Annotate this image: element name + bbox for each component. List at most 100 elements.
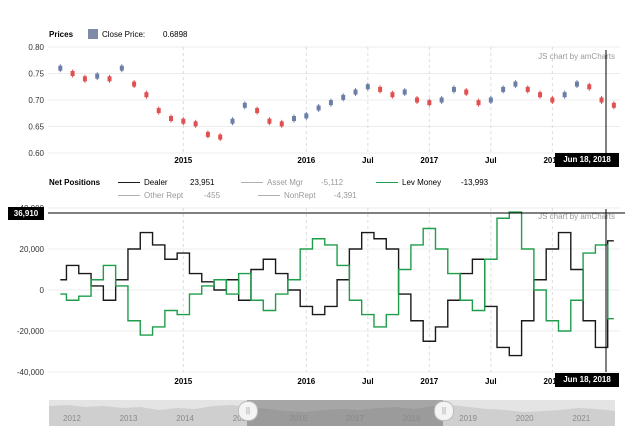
candle-body bbox=[316, 105, 321, 111]
positions-credit[interactable]: JS chart by amCharts bbox=[538, 212, 615, 221]
positions-cursor-value: 36,910 bbox=[8, 207, 44, 220]
candle-body bbox=[156, 108, 161, 114]
legend-dealer-value: 23,951 bbox=[190, 178, 215, 187]
close-price-value: 0.6898 bbox=[163, 30, 188, 39]
y-tick-label: 0.60 bbox=[28, 149, 44, 158]
candle-body bbox=[513, 81, 518, 87]
legend-asset-mgr-marker[interactable] bbox=[241, 182, 263, 183]
candle-body bbox=[451, 86, 456, 92]
navigator-year: 2012 bbox=[63, 414, 81, 423]
navigator-right-grip[interactable]: || bbox=[434, 401, 454, 421]
candle-body bbox=[181, 118, 186, 124]
candle-body bbox=[488, 97, 493, 103]
legend-other-rept-value: -455 bbox=[204, 191, 221, 200]
positions-chart[interactable]: JS chart by amCharts 40,00020,0000-20,00… bbox=[0, 204, 625, 376]
x-tick-label: 2018 bbox=[543, 377, 562, 386]
legend-lev-money-label[interactable]: Lev Money bbox=[402, 178, 442, 187]
candle-body bbox=[205, 131, 210, 137]
x-tick-label: 2016 bbox=[297, 377, 316, 386]
navigator-year: 2017 bbox=[346, 414, 364, 423]
navigator-right-grip-label: || bbox=[441, 406, 447, 415]
candle-body bbox=[574, 81, 579, 87]
candle-body bbox=[230, 118, 235, 124]
x-tick-label: Jul bbox=[362, 377, 374, 386]
navigator-year: 2016 bbox=[289, 414, 308, 423]
legend-nonrept-marker[interactable] bbox=[258, 195, 280, 196]
y-tick-label: 20,000 bbox=[20, 245, 45, 254]
candle-body bbox=[550, 97, 555, 103]
candle-body bbox=[292, 116, 297, 122]
y-tick-label: 0.70 bbox=[28, 96, 44, 105]
candle-body bbox=[390, 92, 395, 98]
prices-cursor-date: Jun 18, 2018 bbox=[555, 153, 619, 167]
candle-body bbox=[242, 102, 247, 108]
candle-body bbox=[70, 71, 75, 76]
prices-credit[interactable]: JS chart by amCharts bbox=[538, 52, 615, 61]
candle-body bbox=[304, 113, 309, 119]
close-price-swatch[interactable] bbox=[88, 29, 98, 39]
candle-body bbox=[119, 65, 124, 71]
navigator-left-grip[interactable]: || bbox=[238, 401, 258, 421]
candle-body bbox=[476, 100, 481, 106]
candle-body bbox=[328, 100, 333, 106]
navigator-year: 2019 bbox=[459, 414, 477, 423]
positions-legend: Net Positions Dealer 23,951 Asset Mgr -5… bbox=[38, 178, 598, 204]
navigator[interactable]: 2012201320142015201620172018201920202021 bbox=[49, 400, 615, 426]
candle-body bbox=[95, 73, 100, 79]
series-line-dealer bbox=[60, 231, 614, 357]
prices-grid bbox=[48, 46, 620, 154]
close-price-label[interactable]: Close Price: bbox=[102, 30, 146, 39]
candle-body bbox=[378, 86, 383, 92]
legend-asset-mgr-value: -5,112 bbox=[321, 178, 344, 187]
positions-cursor-value-text: 36,910 bbox=[13, 209, 39, 218]
legend-lev-money-value: -13,993 bbox=[461, 178, 489, 187]
candle-body bbox=[464, 89, 469, 95]
legend-dealer-label[interactable]: Dealer bbox=[144, 178, 168, 187]
navigator-year: 2021 bbox=[572, 414, 591, 423]
candle-body bbox=[144, 92, 149, 98]
candle-body bbox=[267, 118, 272, 124]
legend-other-rept-label[interactable]: Other Rept bbox=[144, 191, 184, 200]
y-tick-label: -20,000 bbox=[17, 327, 45, 336]
prices-cursor-date-text: Jun 18, 2018 bbox=[563, 155, 611, 164]
x-tick-label: 2017 bbox=[420, 377, 439, 386]
prices-chart[interactable]: JS chart by amCharts 0.80 0.75 0.70 0.65 0.6… bbox=[0, 40, 625, 175]
x-tick-label: 2016 bbox=[297, 156, 316, 165]
candle-body bbox=[501, 86, 506, 92]
legend-other-rept-marker[interactable] bbox=[118, 195, 140, 196]
x-tick-label: 2015 bbox=[174, 377, 193, 386]
navigator-selection[interactable] bbox=[247, 400, 443, 426]
candle-body bbox=[255, 108, 260, 114]
candle-body bbox=[439, 97, 444, 103]
prices-series bbox=[58, 64, 616, 142]
x-tick-label: Jul bbox=[362, 156, 374, 165]
candle-body bbox=[611, 102, 616, 108]
navigator-left-grip-label: || bbox=[245, 406, 251, 415]
navigator-year: 2018 bbox=[402, 414, 421, 423]
candle-body bbox=[525, 86, 530, 92]
prices-title: Prices bbox=[49, 30, 74, 39]
candle-body bbox=[82, 76, 87, 82]
navigator-year-labels: 2012201320142015201620172018201920202021 bbox=[49, 414, 615, 426]
candle-body bbox=[169, 116, 174, 122]
candle-body bbox=[415, 97, 420, 103]
legend-nonrept-label[interactable]: NonRept bbox=[284, 191, 316, 200]
x-tick-label: Jul bbox=[485, 156, 497, 165]
series-line-lev-money bbox=[60, 211, 614, 336]
candle-body bbox=[341, 94, 346, 100]
legend-asset-mgr-label[interactable]: Asset Mgr bbox=[267, 178, 304, 187]
y-tick-label: 0.75 bbox=[28, 70, 44, 79]
y-tick-label: -40,000 bbox=[17, 368, 45, 376]
x-tick-label: 2018 bbox=[543, 156, 562, 165]
candle-body bbox=[402, 89, 407, 95]
positions-title: Net Positions bbox=[49, 178, 101, 187]
legend-dealer-marker[interactable] bbox=[118, 182, 140, 183]
y-tick-label: 0 bbox=[40, 286, 45, 295]
y-tick-label: 0.80 bbox=[28, 43, 44, 52]
positions-cursor-date: Jun 18, 2018 bbox=[555, 373, 619, 387]
legend-lev-money-marker[interactable] bbox=[376, 182, 398, 183]
x-tick-label: 2017 bbox=[420, 156, 439, 165]
candle-body bbox=[587, 84, 592, 90]
candle-body bbox=[58, 65, 63, 71]
x-tick-label: Jul bbox=[485, 377, 497, 386]
